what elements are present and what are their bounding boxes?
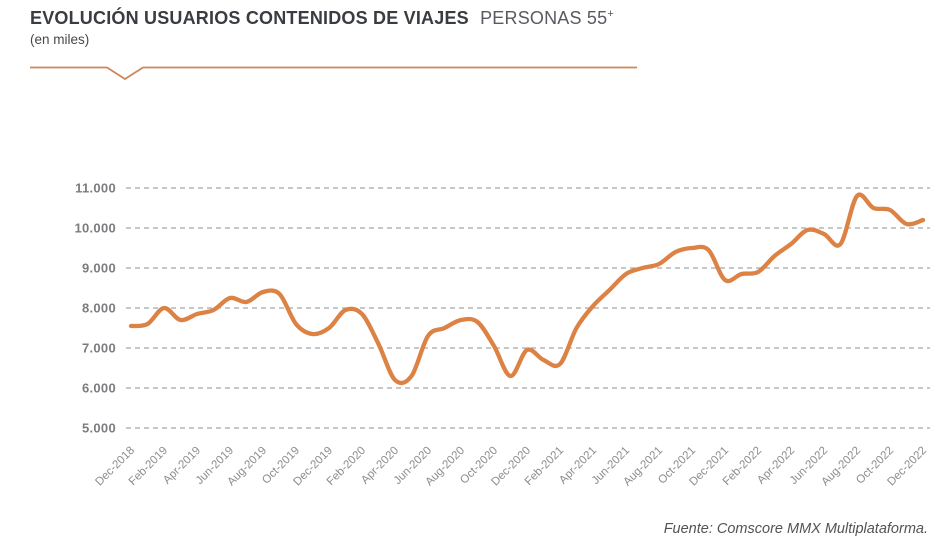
title-audience: PERSONAS 55+ [480,8,614,28]
y-tick-label: 8.000 [82,301,116,316]
data-line [128,192,926,386]
y-tick-label: 10.000 [74,221,116,236]
y-tick-label: 6.000 [82,381,116,396]
x-axis-labels: Dec-2018Feb-2019Apr-2019Jun-2019Aug-2019… [93,445,929,489]
header-rule-with-notch [30,66,637,81]
chart-header: EVOLUCIÓN USUARIOS CONTENIDOS DE VIAJES … [30,8,910,47]
gridlines [126,187,930,429]
subtitle-units: (en miles) [30,32,90,47]
y-tick-label: 9.000 [82,261,116,276]
y-tick-label: 5.000 [82,421,116,436]
plus-superscript: + [607,8,614,20]
y-axis-labels: 11.000 10.000 9.000 8.000 7.000 6.000 5.000 [74,181,116,436]
source-note: Fuente: Comscore MMX Multiplataforma. [663,521,928,537]
page-title: EVOLUCIÓN USUARIOS CONTENIDOS DE VIAJES … [30,8,910,29]
y-tick-label: 11.000 [75,181,116,196]
title-main: EVOLUCIÓN USUARIOS CONTENIDOS DE VIAJES [30,8,469,28]
y-tick-label: 7.000 [82,341,116,356]
